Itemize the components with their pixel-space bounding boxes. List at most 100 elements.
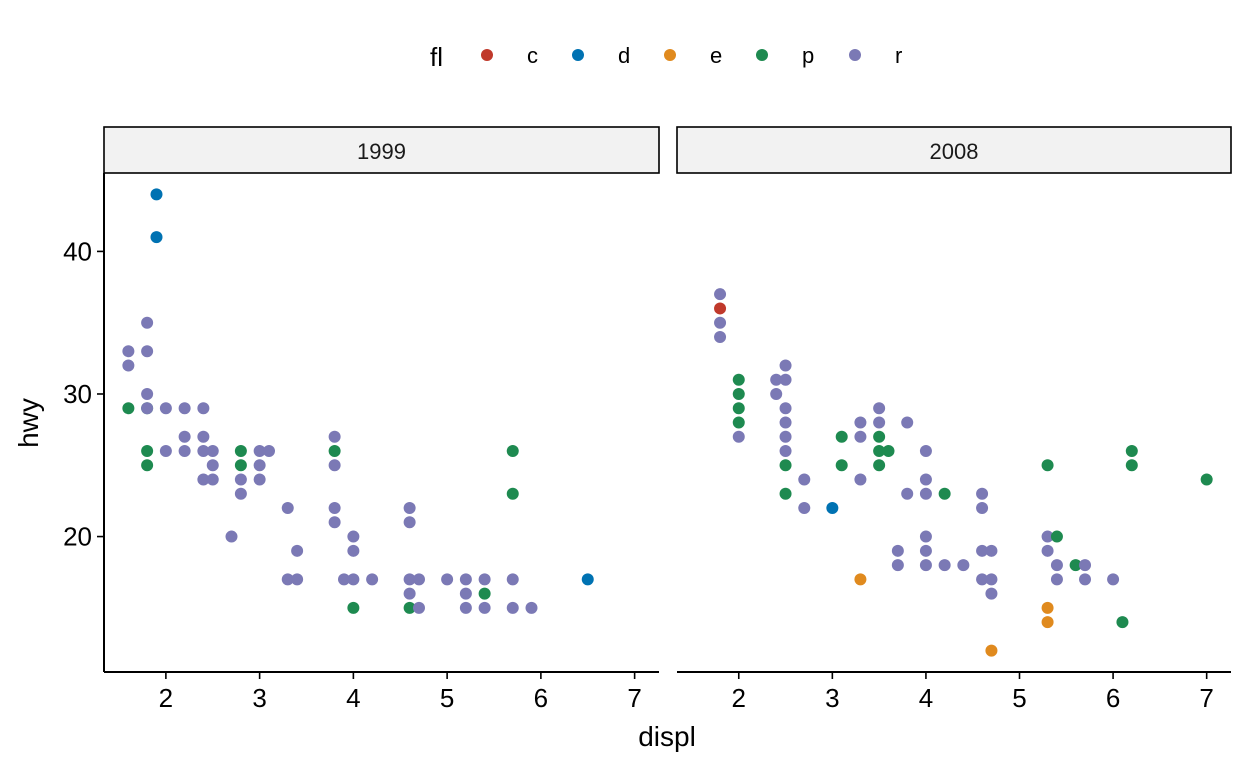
data-point-p bbox=[835, 430, 848, 443]
data-point-d bbox=[150, 231, 163, 244]
legend-label: p bbox=[802, 43, 814, 68]
data-point-r bbox=[938, 559, 951, 572]
data-point-r bbox=[985, 544, 998, 557]
data-point-p bbox=[141, 459, 154, 472]
data-point-r bbox=[197, 402, 210, 415]
data-point-r bbox=[291, 544, 304, 557]
data-point-r bbox=[976, 502, 989, 515]
data-point-r bbox=[919, 559, 932, 572]
data-point-r bbox=[506, 601, 519, 614]
data-point-r bbox=[459, 601, 472, 614]
data-point-r bbox=[197, 445, 210, 458]
data-point-r bbox=[141, 345, 154, 358]
data-point-p bbox=[1041, 459, 1054, 472]
data-point-r bbox=[919, 473, 932, 486]
data-point-r bbox=[281, 573, 294, 586]
data-point-r bbox=[1079, 573, 1092, 586]
data-point-e bbox=[985, 644, 998, 657]
data-point-e bbox=[854, 573, 867, 586]
legend: fl c d e p r bbox=[430, 42, 902, 72]
x-tick-label: 4 bbox=[346, 683, 360, 713]
data-point-r bbox=[253, 473, 266, 486]
data-point-r bbox=[347, 573, 360, 586]
legend-item-p: p bbox=[756, 43, 814, 68]
data-point-r bbox=[441, 573, 454, 586]
data-point-p bbox=[1069, 559, 1082, 572]
data-point-r bbox=[798, 473, 811, 486]
data-point-r bbox=[798, 502, 811, 515]
data-point-r bbox=[770, 387, 783, 400]
data-point-r bbox=[328, 502, 341, 515]
legend-item-c: c bbox=[481, 43, 538, 68]
data-point-r bbox=[478, 573, 491, 586]
x-axis-title: displ bbox=[638, 721, 696, 752]
data-point-r bbox=[159, 445, 172, 458]
facet-label: 1999 bbox=[357, 139, 406, 164]
data-point-r bbox=[253, 459, 266, 472]
data-point-e bbox=[1041, 601, 1054, 614]
data-point-r bbox=[413, 601, 425, 614]
facet-strip-bg bbox=[676, 126, 1232, 174]
data-point-p bbox=[506, 445, 519, 458]
data-point-r bbox=[976, 573, 989, 586]
y-tick-label: 40 bbox=[63, 236, 92, 266]
data-point-r bbox=[1041, 530, 1054, 543]
data-point-r bbox=[714, 288, 727, 301]
data-point-r bbox=[779, 402, 792, 415]
data-point-r bbox=[206, 459, 219, 472]
legend-item-d: d bbox=[572, 43, 630, 68]
legend-title: fl bbox=[430, 42, 443, 72]
facet-strip-bg bbox=[103, 126, 660, 174]
data-point-r bbox=[206, 445, 219, 458]
data-point-r bbox=[122, 359, 135, 372]
data-point-r bbox=[347, 530, 360, 543]
panel-1999: 20 30 40 2 3 4 5 6 7 bbox=[63, 173, 659, 713]
data-point-r bbox=[714, 330, 727, 343]
data-point-r bbox=[854, 430, 867, 443]
data-point-p bbox=[873, 430, 886, 443]
x-tick-label: 7 bbox=[627, 683, 641, 713]
data-point-r bbox=[1041, 544, 1054, 557]
data-point-p bbox=[873, 445, 886, 458]
data-point-c bbox=[714, 302, 727, 315]
y-axis-title: hwy bbox=[13, 398, 44, 448]
data-point-r bbox=[328, 430, 341, 443]
data-point-r bbox=[919, 487, 932, 500]
data-point-r bbox=[525, 601, 538, 614]
data-point-r bbox=[891, 544, 904, 557]
data-point-r bbox=[141, 402, 154, 415]
data-point-r bbox=[901, 416, 914, 429]
data-point-p bbox=[1050, 530, 1063, 543]
data-point-d bbox=[150, 188, 163, 201]
data-point-r bbox=[1107, 573, 1120, 586]
data-point-r bbox=[714, 316, 727, 329]
data-point-r bbox=[281, 502, 294, 515]
data-point-r bbox=[873, 402, 886, 415]
panel-2008: 2 3 4 5 6 7 bbox=[677, 288, 1231, 713]
data-point-r bbox=[225, 530, 238, 543]
data-point-r bbox=[403, 516, 416, 529]
data-point-r bbox=[159, 402, 172, 415]
x-tick-label: 6 bbox=[534, 683, 548, 713]
data-point-p bbox=[478, 587, 491, 600]
data-point-r bbox=[122, 345, 135, 358]
data-point-r bbox=[873, 416, 886, 429]
data-point-r bbox=[206, 473, 219, 486]
legend-key bbox=[756, 49, 768, 61]
data-point-r bbox=[1079, 559, 1092, 572]
data-point-r bbox=[854, 416, 867, 429]
data-point-r bbox=[141, 387, 154, 400]
data-point-p bbox=[1116, 616, 1129, 629]
legend-key bbox=[664, 49, 676, 61]
data-point-p bbox=[122, 402, 135, 415]
data-point-r bbox=[770, 373, 783, 386]
y-tick-label: 30 bbox=[63, 379, 92, 409]
data-point-r bbox=[985, 587, 998, 600]
data-point-p bbox=[732, 402, 745, 415]
data-point-r bbox=[403, 573, 416, 586]
x-tick-label: 5 bbox=[440, 683, 454, 713]
legend-label: c bbox=[527, 43, 538, 68]
data-point-r bbox=[919, 445, 932, 458]
legend-key bbox=[572, 49, 584, 61]
facet-strip-2008: 2008 bbox=[676, 126, 1232, 174]
